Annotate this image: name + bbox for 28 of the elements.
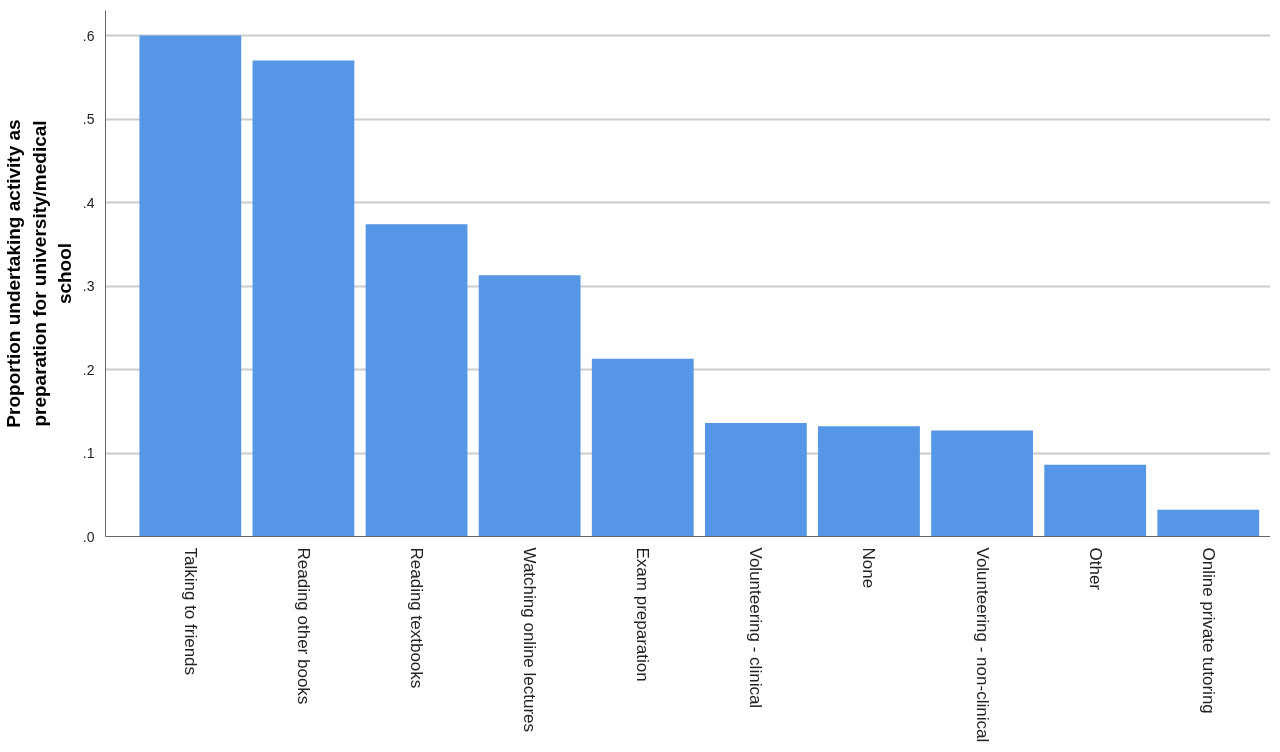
y-axis-title: Proportion undertaking activity as preparation for university/medical school: [3, 119, 75, 428]
x-tick-label: Volunteering - clinical: [746, 547, 766, 709]
y-tick-label: .6: [82, 27, 95, 44]
bar: [252, 60, 355, 537]
bar: [818, 426, 920, 537]
bar: [365, 224, 468, 537]
bar: [139, 35, 242, 537]
y-tick-label: .2: [82, 361, 95, 378]
x-tick-label: Exam preparation: [633, 547, 653, 682]
x-tick-label: Reading other books: [293, 547, 313, 705]
bar: [591, 358, 694, 537]
x-tick-label: Reading textbooks: [407, 547, 427, 689]
bar: [931, 430, 1033, 537]
y-tick-label: .4: [82, 194, 95, 211]
y-tick-label: .0: [82, 528, 95, 545]
x-tick-label: Talking to friends: [180, 547, 200, 676]
x-tick-label: Other: [1085, 547, 1105, 591]
x-tick-label: None: [859, 547, 879, 589]
x-tick-label: Watching online lectures: [520, 547, 540, 733]
bar: [1044, 464, 1147, 537]
y-tick-label: .1: [82, 445, 95, 462]
bar: [478, 275, 581, 537]
x-tick-label: Online private tutoring: [1198, 547, 1218, 714]
y-tick-label: .5: [82, 111, 95, 128]
bar: [1157, 509, 1260, 537]
y-tick-label: .3: [82, 278, 95, 295]
bar: [704, 422, 807, 537]
x-tick-label: Volunteering - non-clinical: [972, 547, 992, 743]
